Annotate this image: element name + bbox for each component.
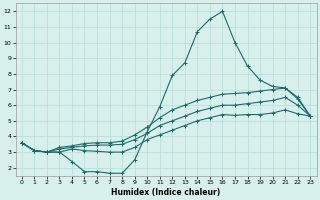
X-axis label: Humidex (Indice chaleur): Humidex (Indice chaleur) [111,188,221,197]
